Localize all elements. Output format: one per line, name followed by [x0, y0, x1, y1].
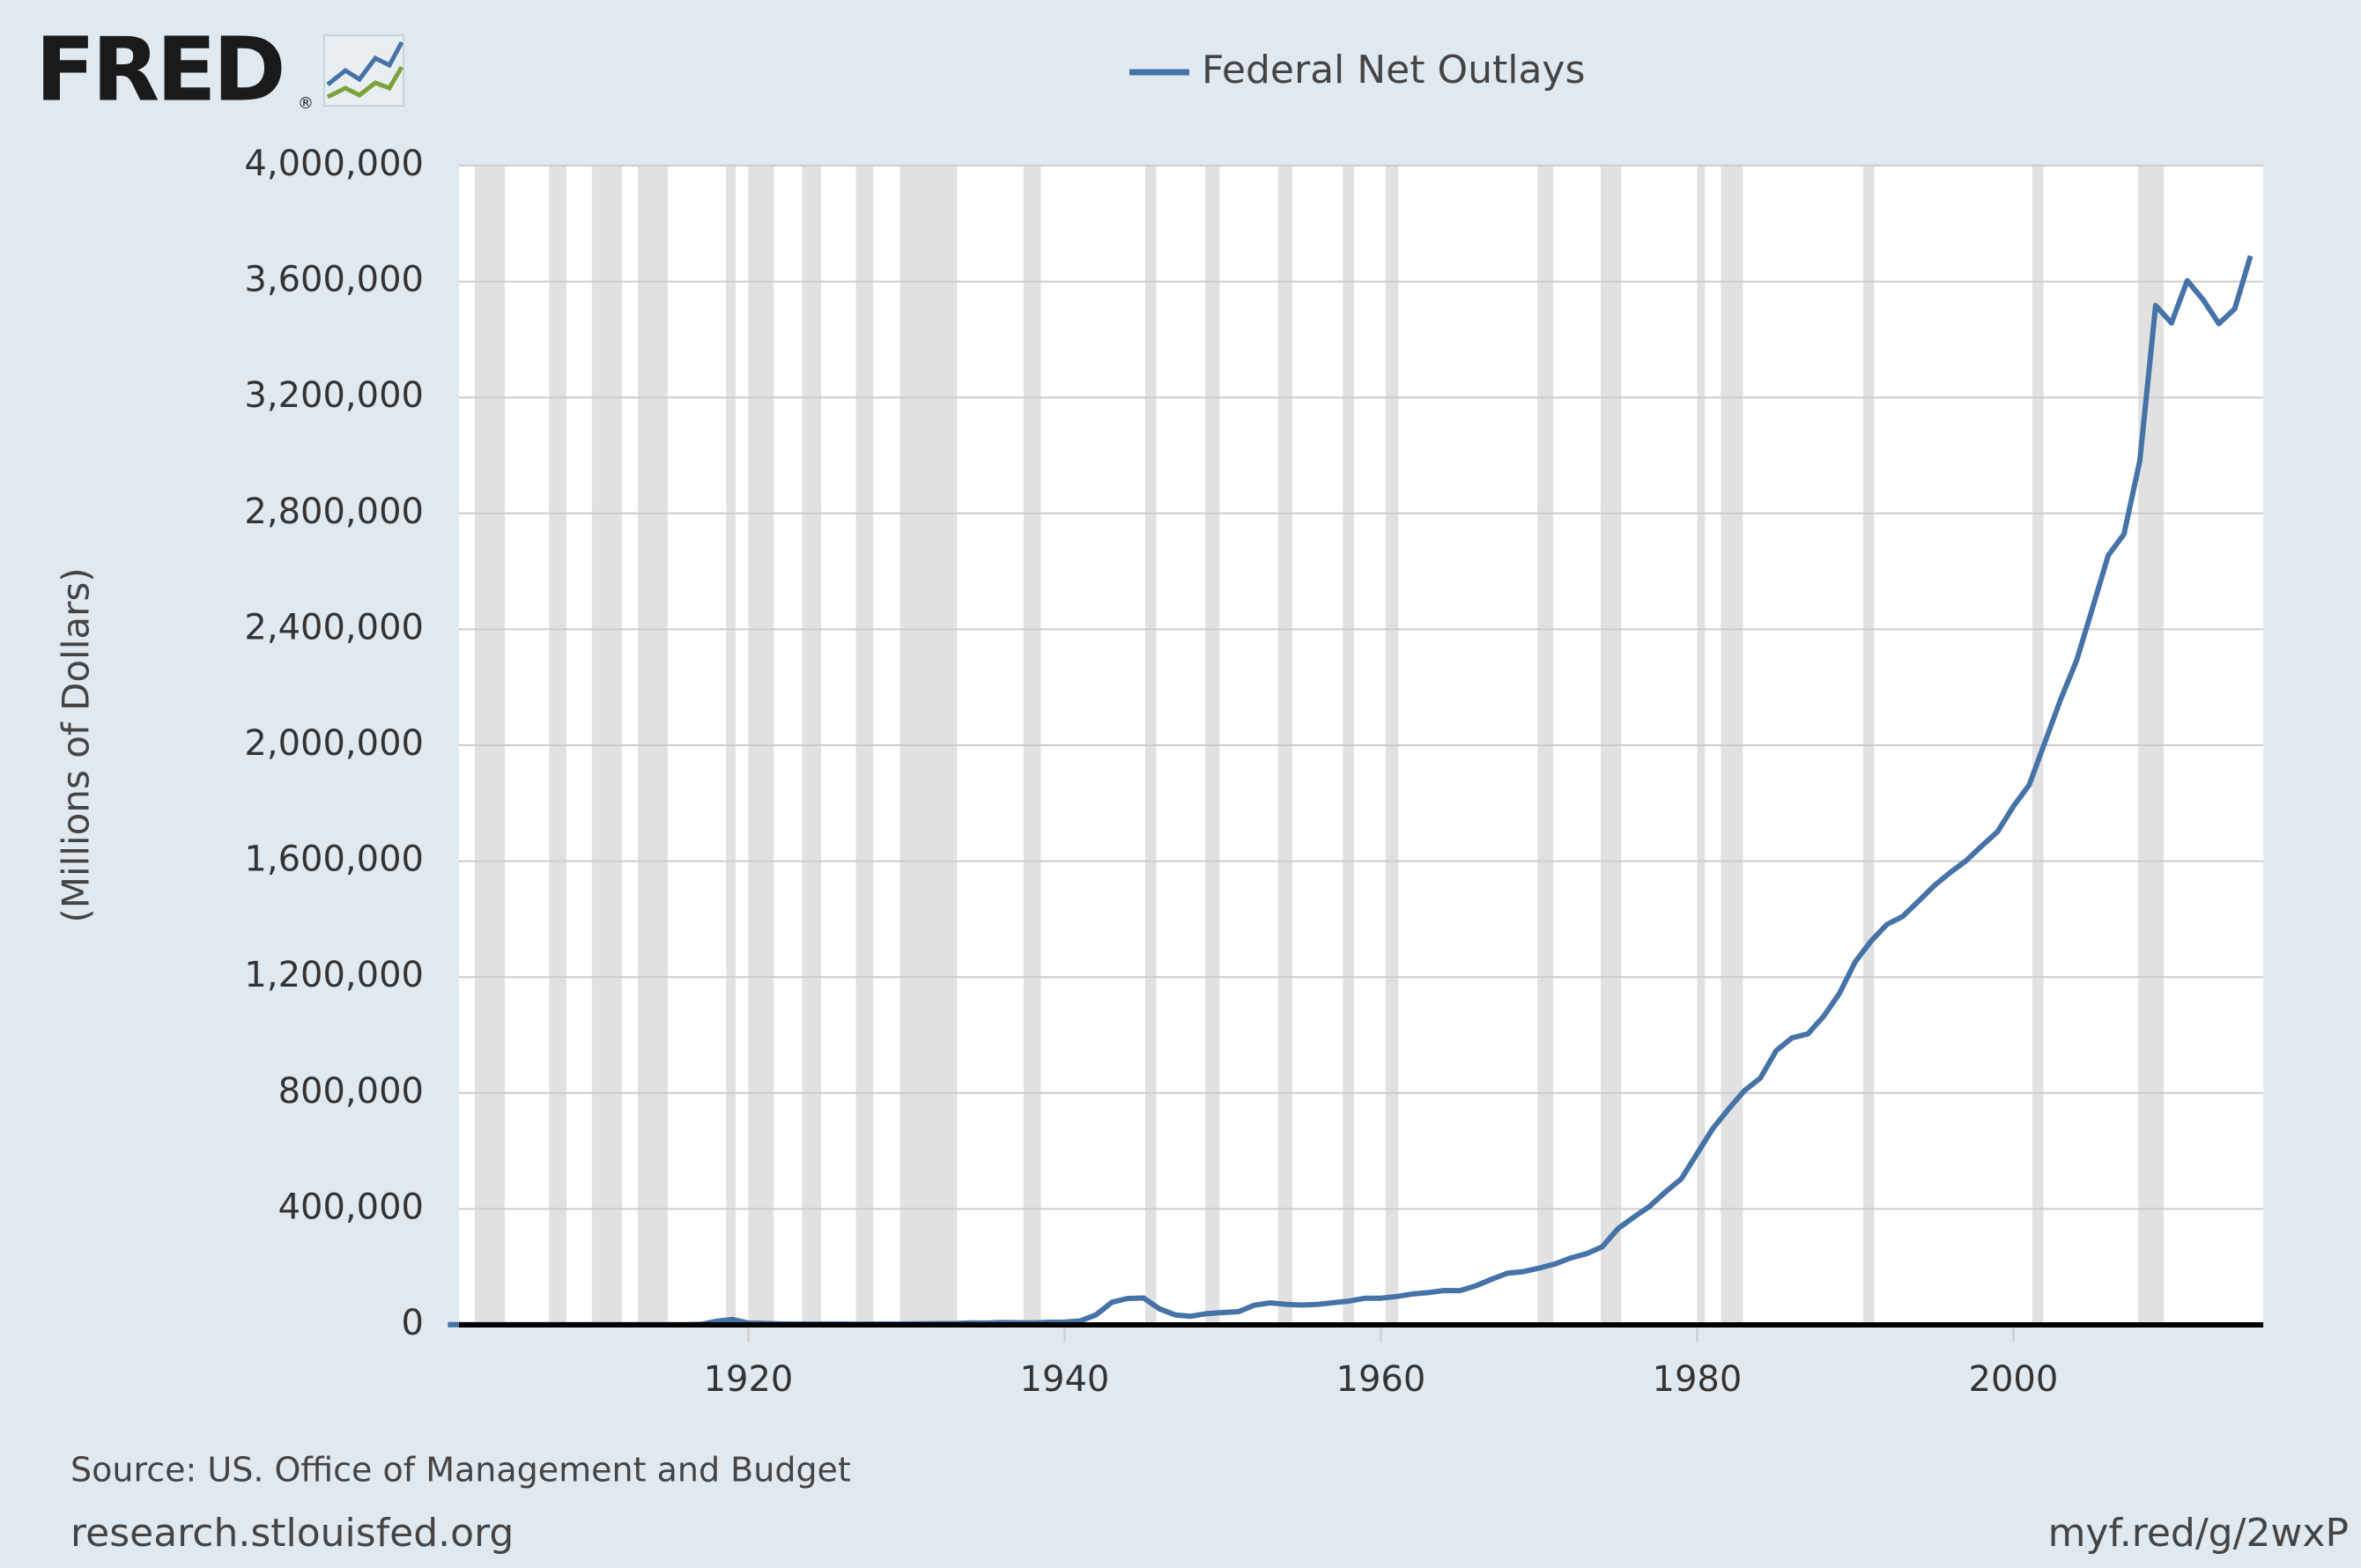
y-axis-label: (Millions of Dollars) [55, 567, 98, 922]
source: Source: US. Office of Management and Bud… [70, 1451, 851, 1490]
y-tick-label: 2,800,000 [244, 492, 424, 532]
legend-label: Federal Net Outlays [1202, 48, 1585, 92]
site: research.stlouisfed.org [70, 1511, 514, 1556]
x-tick-label: 1940 [1020, 1359, 1110, 1400]
y-tick-label: 800,000 [278, 1071, 424, 1112]
x-tick-label: 2000 [1969, 1359, 2059, 1400]
x-tick-label: 1920 [704, 1359, 794, 1400]
short-url: myf.red/g/2wxP [2048, 1511, 2349, 1556]
y-tick-label: 2,400,000 [244, 607, 424, 647]
y-tick-label: 4,000,000 [244, 144, 424, 184]
y-tick-label: 2,000,000 [244, 723, 424, 764]
y-tick-label: 1,600,000 [244, 839, 424, 880]
logo-icon [323, 34, 404, 107]
y-tick-label: 0 [402, 1303, 424, 1343]
x-tick-label: 1960 [1336, 1359, 1426, 1400]
logo-text: FRED [35, 18, 283, 121]
y-tick-label: 3,600,000 [244, 260, 424, 300]
y-tick-label: 400,000 [278, 1187, 424, 1227]
y-tick-label: 1,200,000 [244, 955, 424, 995]
x-tick-label: 1980 [1653, 1359, 1743, 1400]
logo-mark: ® [298, 94, 314, 113]
y-tick-label: 3,200,000 [244, 375, 424, 416]
